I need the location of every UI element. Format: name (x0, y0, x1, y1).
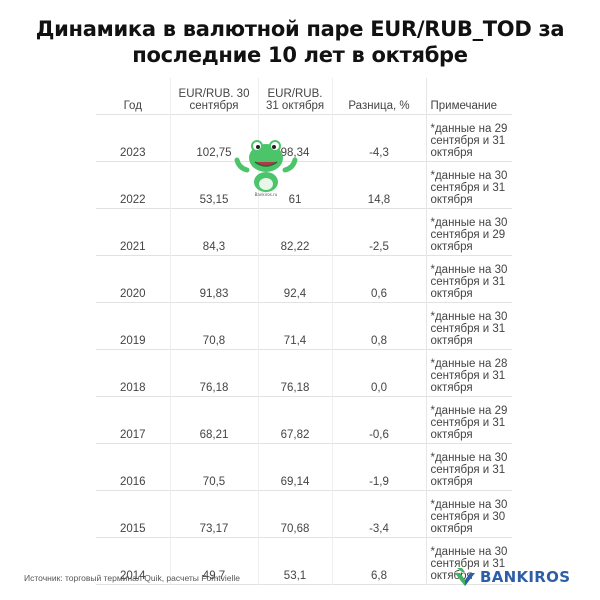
cell-diff: -2,5 (369, 241, 389, 253)
cell-year: 2018 (119, 382, 146, 394)
brand-name: BANKIROS (480, 568, 571, 586)
cell-oct: 69,14 (257, 443, 333, 491)
cell-year: 2022 (119, 194, 146, 206)
cell-sep: 102,75 (169, 114, 259, 162)
cell-diff: -4,3 (369, 147, 389, 159)
cell-oct: 92,4 (257, 255, 333, 303)
cell-note: *данные на 29 сентября и 31 октября (425, 396, 512, 444)
currency-table: Год EUR/RUB. 30 сентября EUR/RUB. 31 окт… (96, 78, 512, 585)
cell-year: 2016 (119, 476, 146, 488)
cell-diff: 0,8 (371, 335, 387, 347)
cell-sep: 49,7 (169, 537, 259, 585)
cell-sep: 68,21 (169, 396, 259, 444)
table-row: 2019 70,8 71,4 0,8 *данные на 30 сентября и … (96, 302, 512, 350)
header-sep: EUR/RUB. 30 сентября (169, 78, 259, 115)
cell-sep: 70,8 (169, 302, 259, 350)
cell-oct: 76,18 (257, 349, 333, 397)
title-line-2: последние 10 лет в октябре (132, 43, 468, 67)
table-row: 2018 76,18 76,18 0,0 *данные на 28 сентября … (96, 349, 512, 397)
table-row: 2020 91,83 92,4 0,6 *данные на 30 сентября и… (96, 255, 512, 303)
cell-year: 2019 (119, 335, 146, 347)
source-note: Источник: торговый терминал Quik, расчет… (24, 573, 241, 583)
header-oct: EUR/RUB. 31 октября (257, 78, 333, 115)
cell-oct: 53,1 (257, 537, 333, 585)
cell-year: 2021 (119, 241, 146, 253)
table-row: 2022 53,15 61 14,8 *данные на 30 сентября и … (96, 161, 512, 209)
cell-note: *данные на 30 сентября и 30 октября (425, 490, 512, 538)
cell-year: 2017 (119, 429, 146, 441)
cell-note: *данные на 30 сентября и 31 октября (425, 302, 512, 350)
header-year: Год (123, 100, 142, 112)
table-row: 2023 102,75 98,34 -4,3 *данные на 29 сентябр… (96, 114, 512, 162)
table-header-row: Год EUR/RUB. 30 сентября EUR/RUB. 31 окт… (96, 78, 512, 115)
mascot-badge: Bankiros.ru (255, 192, 278, 197)
cell-oct: 67,82 (257, 396, 333, 444)
cell-sep: 76,18 (169, 349, 259, 397)
cell-sep: 84,3 (169, 208, 259, 256)
table-row: 2016 70,5 69,14 -1,9 *данные на 30 сентября … (96, 443, 512, 491)
cell-diff: -3,4 (369, 523, 389, 535)
cell-note: *данные на 30 сентября и 31 октября (425, 161, 512, 209)
page-title: Динамика в валютной паре EUR/RUB_TOD за … (0, 16, 600, 68)
cell-note: *данные на 29 сентября и 31 октября (425, 114, 512, 162)
frog-mascot-icon: Bankiros.ru (234, 140, 298, 197)
cell-note: *данные на 30 сентября и 29 октября (425, 208, 512, 256)
brand-logo: BANKIROS (454, 566, 570, 588)
cell-sep: 70,5 (169, 443, 259, 491)
cell-diff: 0,6 (371, 288, 387, 300)
table-row: 2017 68,21 67,82 -0,6 *данные на 29 сентября… (96, 396, 512, 444)
cell-year: 2015 (119, 523, 146, 535)
table-row: 2021 84,3 82,22 -2,5 *данные на 30 сентября … (96, 208, 512, 256)
cell-oct: 82,22 (257, 208, 333, 256)
cell-sep: 73,17 (169, 490, 259, 538)
cell-diff: 6,8 (371, 570, 387, 582)
cell-note: *данные на 28 сентября и 31 октября (425, 349, 512, 397)
cell-diff: 14,8 (367, 194, 391, 206)
cell-note: *данные на 30 сентября и 31 октября (425, 443, 512, 491)
table-row: 2015 73,17 70,68 -3,4 *данные на 30 сентября… (96, 490, 512, 538)
cell-diff: -1,9 (369, 476, 389, 488)
cell-sep: 91,83 (169, 255, 259, 303)
title-line-1: Динамика в валютной паре EUR/RUB_TOD за (35, 17, 565, 41)
header-diff: Разница, % (348, 100, 410, 112)
cell-oct: 71,4 (257, 302, 333, 350)
header-note: Примечание (425, 78, 512, 115)
bankiros-logo-icon (455, 568, 475, 586)
cell-note: *данные на 30 сентября и 31 октября (425, 255, 512, 303)
cell-diff: -0,6 (369, 429, 389, 441)
cell-year: 2023 (119, 147, 146, 159)
cell-diff: 0,0 (371, 382, 387, 394)
cell-oct: 70,68 (257, 490, 333, 538)
cell-year: 2014 (119, 570, 146, 582)
cell-year: 2020 (119, 288, 146, 300)
